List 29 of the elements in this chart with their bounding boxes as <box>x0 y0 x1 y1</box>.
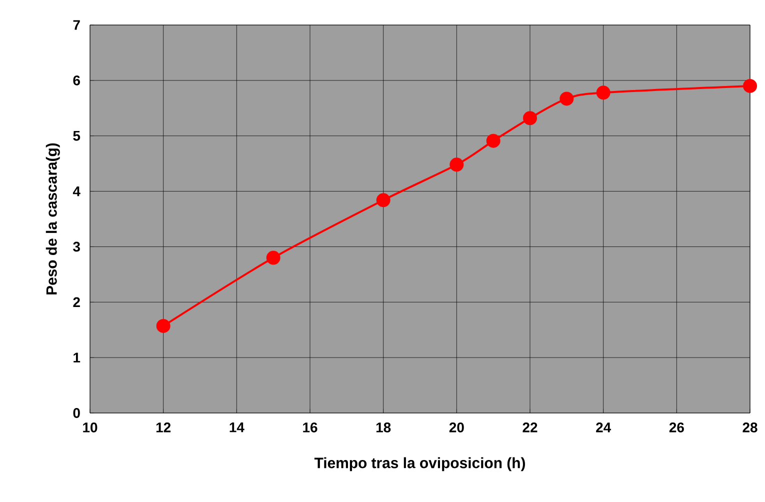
y-tick-label: 2 <box>73 297 80 308</box>
y-tick-label: 3 <box>73 242 80 252</box>
x-tick-label: 20 <box>449 422 464 432</box>
x-tick-label: 12 <box>156 422 171 432</box>
x-tick-label: 18 <box>376 422 391 432</box>
point <box>523 111 538 126</box>
x-tick-label: 26 <box>669 422 684 432</box>
x-tick-label: 14 <box>230 422 244 432</box>
point <box>743 78 758 93</box>
point <box>156 318 170 333</box>
y-tick-label: 0 <box>73 408 80 418</box>
point <box>450 158 464 172</box>
point <box>486 134 500 148</box>
point <box>266 250 280 265</box>
point <box>596 86 610 100</box>
y-tick-label: 4 <box>72 186 80 196</box>
y-axis-title: Peso de la cascara(g) <box>46 143 60 294</box>
x-tick-label: 10 <box>83 422 98 432</box>
y-tick-label: 7 <box>73 20 80 30</box>
x-tick-label: 22 <box>522 422 538 432</box>
x-tick-label: 16 <box>303 422 318 432</box>
y-tick-label: 1 <box>74 352 80 362</box>
x-tick-label: 28 <box>742 422 758 432</box>
point <box>560 92 574 106</box>
x-axis-title: Tiempo tras la oviposicion (h) <box>314 457 525 472</box>
y-tick-label: 6 <box>73 75 80 86</box>
x-tick-label: 24 <box>596 422 612 432</box>
y-tick-label: 5 <box>73 130 80 141</box>
point <box>376 193 390 208</box>
